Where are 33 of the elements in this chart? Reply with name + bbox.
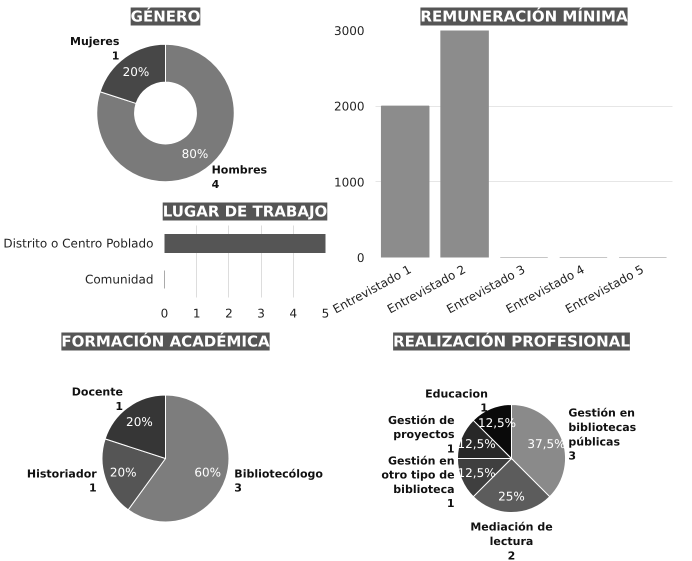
slice-label: Educacion 1	[425, 387, 488, 415]
data-label: 20%	[126, 415, 153, 430]
x-tick-label: 1	[192, 306, 201, 320]
y-tick-label: 3000	[334, 24, 365, 38]
slice-label: Bibliotecólogo 3	[234, 467, 324, 495]
chart-title: FORMACIÓN ACADÉMICA	[61, 332, 270, 350]
slice-label: Docente 1	[72, 386, 123, 414]
slice-label: Historiador 1	[26, 467, 98, 495]
y-tick-label: Distrito o Centro Poblado	[3, 236, 154, 250]
y-tick-label: 0	[356, 251, 365, 265]
x-tick-label: 5	[322, 306, 330, 320]
x-tick-label: 4	[289, 306, 298, 320]
slice-label: Mujeres 1	[70, 35, 120, 62]
slice-label: Gestión en bibliotecas públicas 3	[568, 406, 637, 463]
y-tick-label: Comunidad	[84, 272, 154, 286]
x-tick-label: 2	[225, 306, 233, 320]
slice-label: Hombres 4	[212, 164, 268, 191]
slice-label: Gestión de proyectos 1	[388, 414, 456, 456]
data-label: 25%	[498, 490, 525, 504]
x-tick-label: 0	[160, 306, 168, 320]
chart-title: LUGAR DE TRABAJO	[162, 202, 328, 220]
y-tick-label: 1000	[334, 175, 365, 190]
y-tick-label: 2000	[334, 100, 365, 114]
slice-label: Mediación de lectura 2	[470, 520, 553, 561]
data-label: 20%	[122, 64, 150, 79]
data-label: 80%	[182, 147, 208, 162]
slice-label: Gestión en otro tipo de biblioteca 1	[381, 454, 455, 510]
x-tick-label: 3	[257, 306, 265, 320]
data-label: 60%	[194, 465, 222, 480]
chart-title: GÉNERO	[130, 8, 200, 26]
chart-title: REMUNERACIÓN MÍNIMA	[420, 8, 628, 26]
data-label: 20%	[110, 465, 137, 480]
chart-title: REALIZACIÓN PROFESIONAL	[393, 332, 630, 350]
